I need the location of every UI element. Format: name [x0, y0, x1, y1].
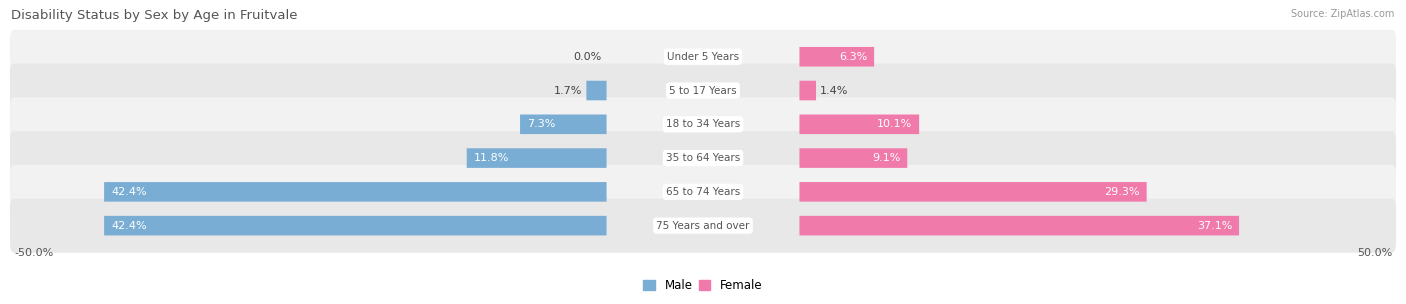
- FancyBboxPatch shape: [800, 148, 907, 168]
- Text: 1.7%: 1.7%: [554, 85, 582, 95]
- Text: 42.4%: 42.4%: [111, 221, 146, 231]
- Text: 0.0%: 0.0%: [572, 52, 600, 62]
- Text: 50.0%: 50.0%: [1357, 247, 1392, 257]
- FancyBboxPatch shape: [800, 216, 1239, 235]
- Text: 18 to 34 Years: 18 to 34 Years: [666, 119, 740, 129]
- FancyBboxPatch shape: [10, 64, 1396, 118]
- FancyBboxPatch shape: [104, 182, 606, 202]
- FancyBboxPatch shape: [10, 97, 1396, 151]
- Text: 29.3%: 29.3%: [1104, 187, 1140, 197]
- Text: 65 to 74 Years: 65 to 74 Years: [666, 187, 740, 197]
- Text: Under 5 Years: Under 5 Years: [666, 52, 740, 62]
- FancyBboxPatch shape: [800, 182, 1147, 202]
- Text: 10.1%: 10.1%: [877, 119, 912, 129]
- FancyBboxPatch shape: [10, 30, 1396, 84]
- Text: Disability Status by Sex by Age in Fruitvale: Disability Status by Sex by Age in Fruit…: [11, 9, 298, 22]
- Text: 37.1%: 37.1%: [1197, 221, 1232, 231]
- FancyBboxPatch shape: [10, 199, 1396, 253]
- Text: 11.8%: 11.8%: [474, 153, 509, 163]
- FancyBboxPatch shape: [586, 81, 606, 100]
- FancyBboxPatch shape: [10, 165, 1396, 219]
- FancyBboxPatch shape: [800, 81, 815, 100]
- FancyBboxPatch shape: [800, 47, 875, 67]
- Text: 1.4%: 1.4%: [820, 85, 849, 95]
- FancyBboxPatch shape: [800, 115, 920, 134]
- FancyBboxPatch shape: [467, 148, 606, 168]
- Text: 5 to 17 Years: 5 to 17 Years: [669, 85, 737, 95]
- Text: 42.4%: 42.4%: [111, 187, 146, 197]
- FancyBboxPatch shape: [520, 115, 606, 134]
- Text: 6.3%: 6.3%: [839, 52, 868, 62]
- Text: 7.3%: 7.3%: [527, 119, 555, 129]
- Text: -50.0%: -50.0%: [14, 247, 53, 257]
- Legend: Male, Female: Male, Female: [638, 274, 768, 297]
- Text: 35 to 64 Years: 35 to 64 Years: [666, 153, 740, 163]
- Text: 9.1%: 9.1%: [872, 153, 900, 163]
- Text: 75 Years and over: 75 Years and over: [657, 221, 749, 231]
- FancyBboxPatch shape: [10, 131, 1396, 185]
- FancyBboxPatch shape: [104, 216, 606, 235]
- Text: Source: ZipAtlas.com: Source: ZipAtlas.com: [1291, 9, 1395, 19]
